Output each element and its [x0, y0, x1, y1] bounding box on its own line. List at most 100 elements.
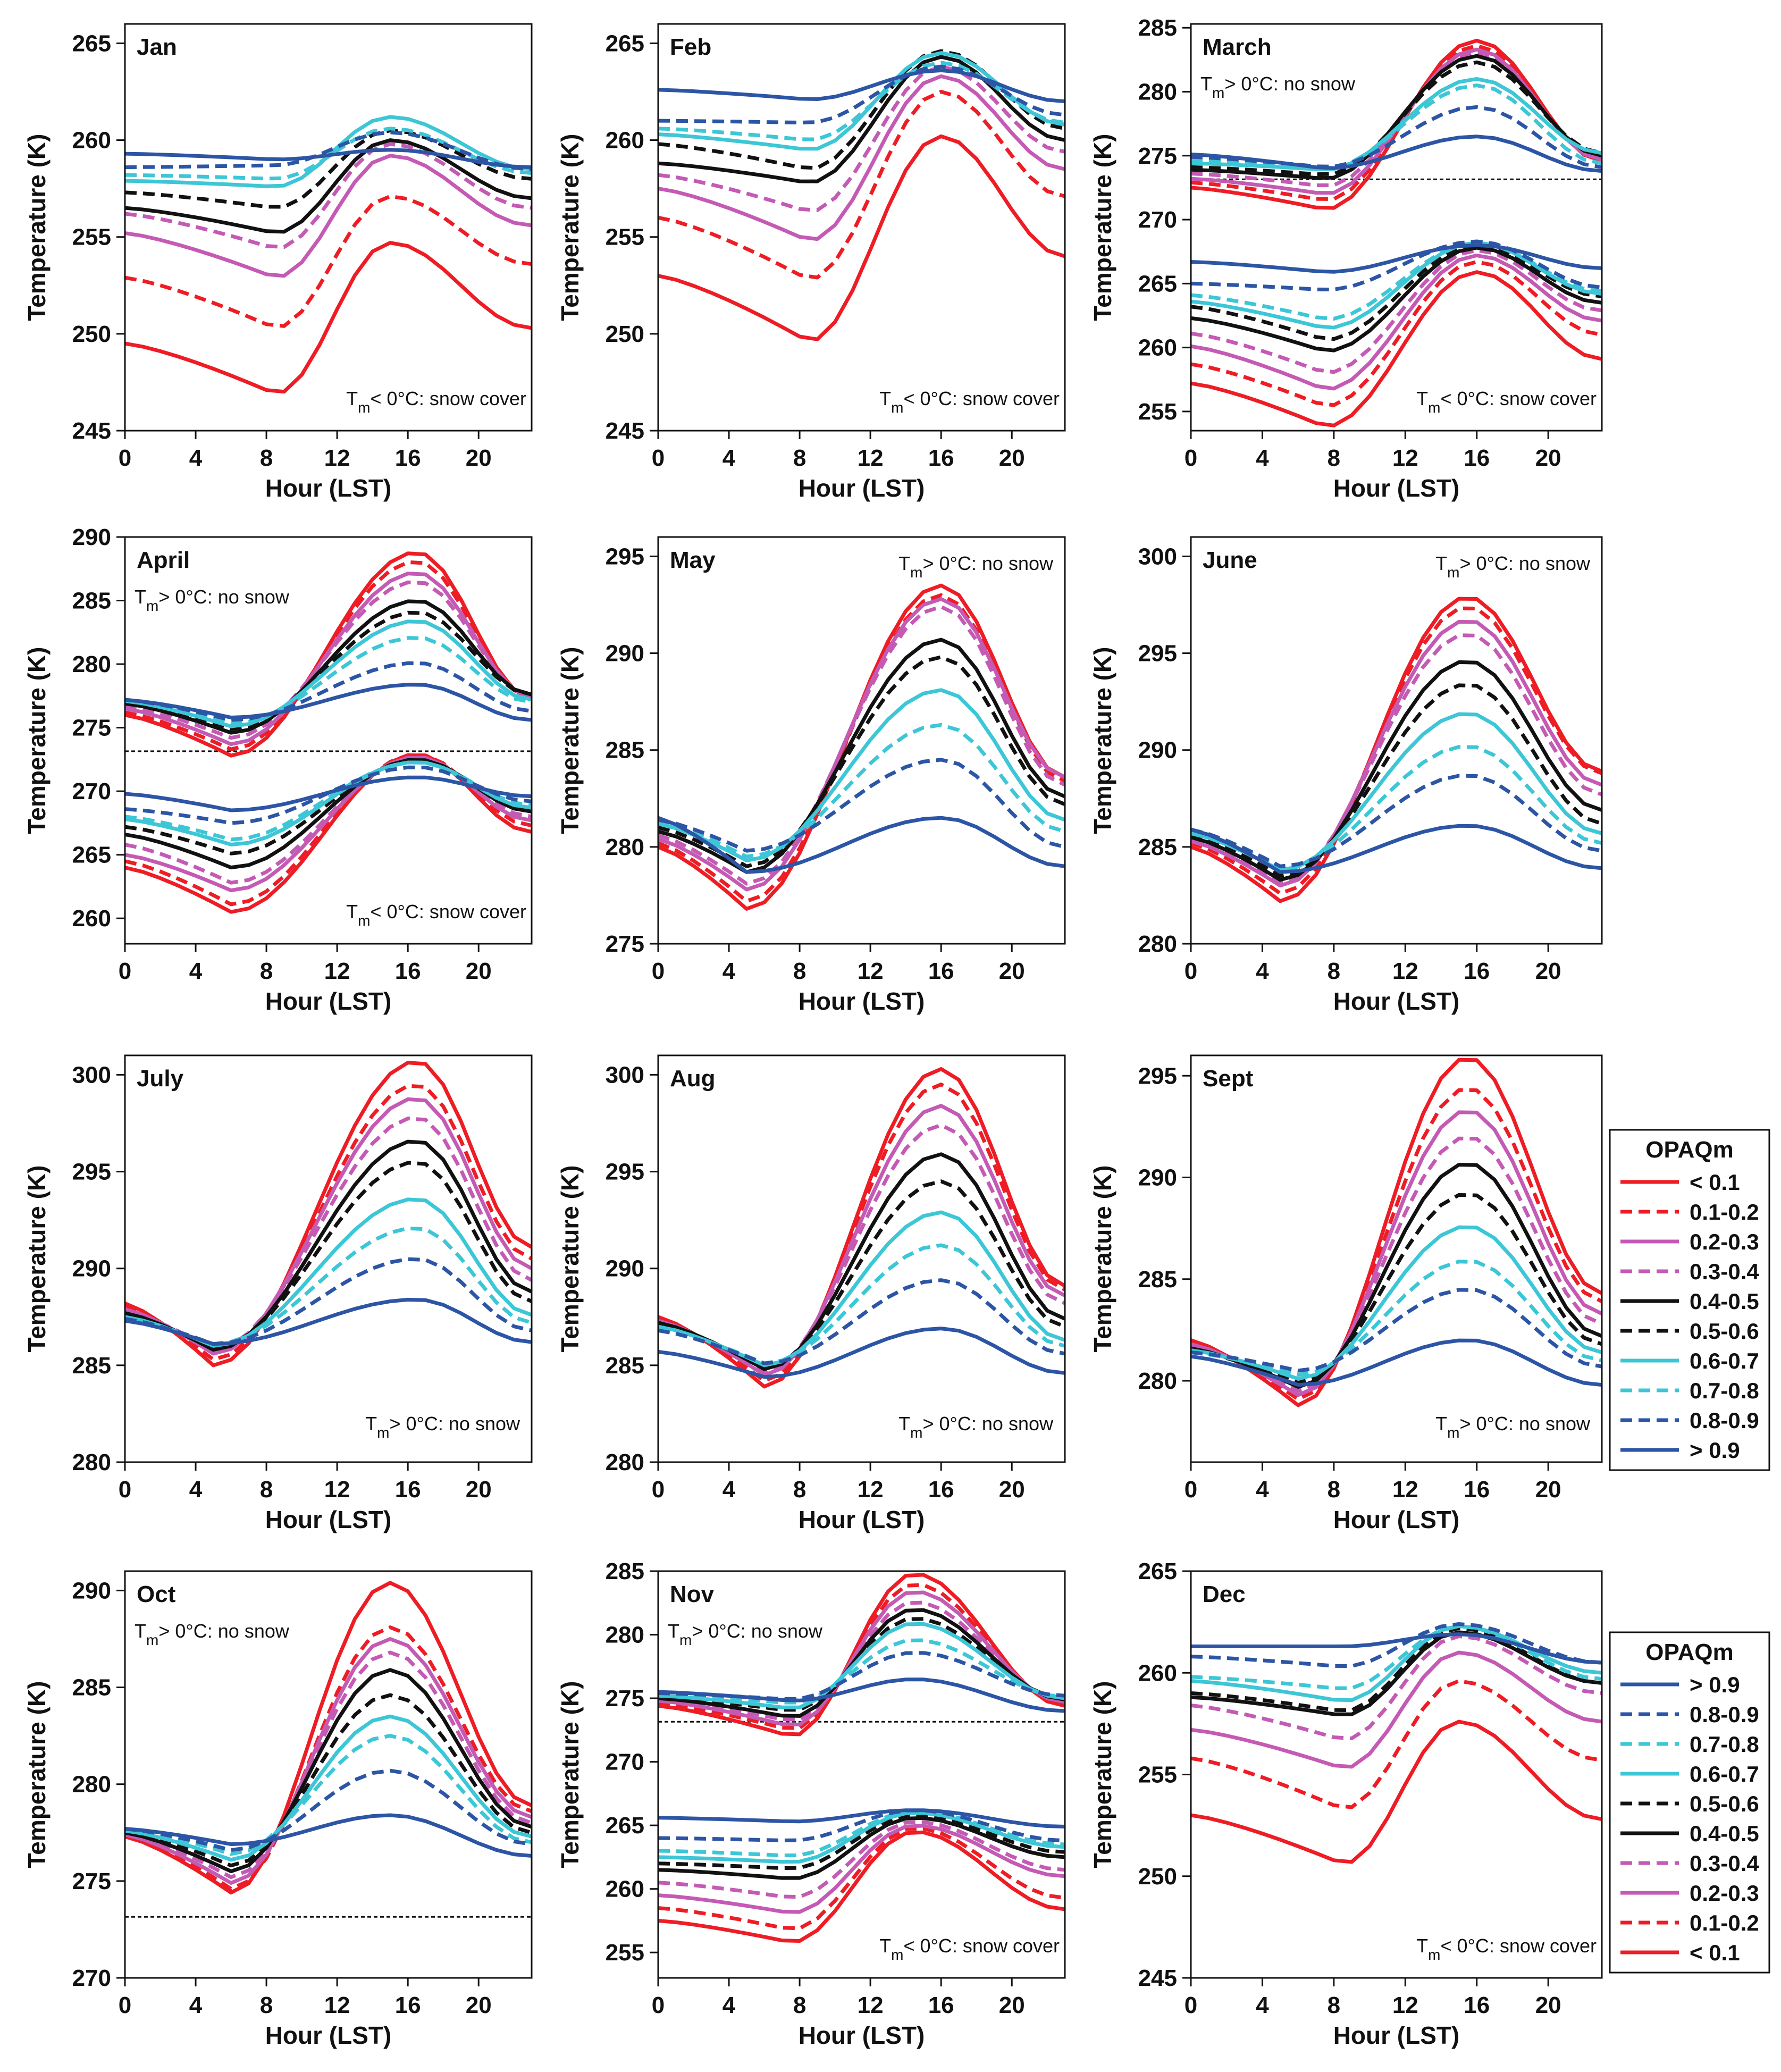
x-tick-label: 0: [119, 1992, 131, 2018]
series-line-0.60.7: [125, 1714, 532, 1862]
y-tick-label: 290: [1138, 737, 1177, 764]
series-line-0.10.2: [125, 194, 532, 328]
plot-frame: [124, 536, 533, 945]
legend-label: < 0.1: [1690, 1940, 1740, 1965]
series-line-0.20.3: [1191, 619, 1602, 888]
series-line-0.70.8-snow: [658, 1809, 1065, 1858]
y-tick-label: 265: [1138, 271, 1177, 297]
series-line-0.20.3: [125, 154, 532, 278]
series-line-0.80.9: [1191, 1622, 1602, 1668]
series-line-0.1: [1191, 1719, 1602, 1864]
y-tick-label: 255: [606, 1940, 644, 1966]
y-tick-label: 285: [606, 737, 644, 764]
series-line-0.9: [658, 1677, 1065, 1713]
x-tick-label: 8: [260, 1477, 273, 1503]
series-line-0.10.2: [658, 90, 1065, 280]
series-line-0.9: [125, 1813, 532, 1858]
series-line-0.30.4: [125, 142, 532, 249]
plot-frame: [1190, 536, 1603, 945]
panel-title: Nov: [670, 1581, 715, 1607]
y-tick-label: 290: [1138, 1165, 1177, 1191]
series-line-0.20.3: [1191, 1650, 1602, 1769]
legend-label: > 0.9: [1690, 1672, 1740, 1697]
series-line-0.1: [125, 1581, 532, 1895]
x-tick-label: 4: [723, 958, 736, 984]
y-tick-label: 290: [72, 1578, 111, 1604]
series-line-0.80.9: [125, 1768, 532, 1852]
panel-title: Aug: [670, 1066, 716, 1092]
series-line-0.10.2: [1191, 1679, 1602, 1809]
annotation-snow-cover: Tm< 0°C: snow cover: [346, 901, 526, 929]
x-tick-label: 20: [1535, 445, 1561, 471]
legend-label: 0.6-0.7: [1690, 1761, 1759, 1786]
series-line-0.9: [125, 683, 532, 722]
series-line-0.70.8-snow: [1191, 240, 1602, 321]
series-line-0.80.9-snow: [125, 765, 532, 825]
x-tick-label: 0: [1184, 1992, 1197, 2018]
y-axis-label: Temperature (K): [23, 134, 51, 321]
legend-label: 0.8-0.9: [1690, 1408, 1759, 1433]
x-tick-label: 4: [189, 1992, 203, 2018]
plot-frame: [124, 1570, 533, 1979]
y-tick-label: 260: [72, 905, 111, 932]
panel-title: May: [670, 547, 716, 573]
x-tick-label: 20: [466, 1477, 492, 1503]
legend-label: 0.5-0.6: [1690, 1319, 1759, 1344]
x-tick-label: 16: [928, 958, 954, 984]
series-line-0.70.8: [658, 1243, 1065, 1365]
x-tick-label: 8: [793, 1477, 806, 1503]
x-tick-label: 16: [395, 1992, 421, 2018]
y-tick-label: 245: [606, 418, 644, 444]
series-line-0.80.9: [658, 758, 1065, 853]
y-tick-label: 285: [1138, 15, 1177, 41]
series-line-0.50.6: [1191, 1193, 1602, 1385]
series-line-0.70.8: [125, 1734, 532, 1856]
legend-label: < 0.1: [1690, 1170, 1740, 1195]
x-tick-label: 0: [1184, 1477, 1197, 1503]
series-line-0.60.7: [1191, 1225, 1602, 1381]
y-tick-label: 265: [72, 842, 111, 868]
x-tick-label: 12: [858, 445, 884, 471]
y-tick-label: 280: [1138, 931, 1177, 957]
y-tick-label: 295: [1138, 641, 1177, 667]
panel-title: Feb: [670, 34, 711, 60]
y-axis-label: Temperature (K): [23, 1681, 51, 1868]
x-tick-label: 4: [189, 1477, 203, 1503]
y-tick-label: 260: [72, 128, 111, 154]
series-line-0.1: [658, 134, 1065, 341]
y-tick-label: 300: [72, 1062, 111, 1088]
x-axis-label: Hour (LST): [799, 1506, 925, 1533]
series-line-0.1-snow: [125, 753, 532, 914]
series-line-0.20.3: [658, 597, 1065, 892]
y-tick-label: 255: [1138, 399, 1177, 425]
series-line-0.80.9: [1191, 774, 1602, 868]
series-line-0.10.2-snow: [125, 753, 532, 907]
series-line-0.50.6: [125, 1161, 532, 1350]
x-tick-label: 20: [999, 1477, 1025, 1503]
y-tick-label: 285: [1138, 834, 1177, 860]
x-tick-label: 20: [999, 1992, 1025, 2018]
x-tick-label: 16: [1464, 958, 1490, 984]
series-line-0.9: [1191, 135, 1602, 173]
y-axis-label: Temperature (K): [1089, 134, 1116, 321]
x-tick-label: 8: [1328, 445, 1340, 471]
y-tick-label: 275: [606, 931, 644, 957]
series-line-0.1-snow: [1191, 270, 1602, 427]
annotation-no-snow: Tm> 0°C: no snow: [668, 1620, 823, 1648]
legend-label: 0.6-0.7: [1690, 1348, 1759, 1373]
series-line-0.1: [125, 241, 532, 394]
annotation-no-snow: Tm> 0°C: no snow: [135, 1620, 290, 1648]
series-group: [125, 1061, 532, 1368]
panel-july: 280 285 290 295 300 0 4 8 12 16 20 Hour (LST) Temper…: [23, 1054, 533, 1533]
series-line-0.70.8: [125, 1226, 532, 1346]
series-line-0.30.4: [658, 1600, 1065, 1722]
y-tick-label: 255: [72, 224, 111, 250]
y-tick-label: 245: [1138, 1965, 1177, 1991]
x-axis-label: Hour (LST): [1333, 2021, 1460, 2049]
panel-title: July: [137, 1066, 184, 1092]
y-tick-label: 255: [606, 224, 644, 250]
series-line-0.9: [125, 1297, 532, 1346]
legend-label: 0.4-0.5: [1690, 1821, 1759, 1846]
series-line-0.10.2-snow: [1191, 260, 1602, 407]
